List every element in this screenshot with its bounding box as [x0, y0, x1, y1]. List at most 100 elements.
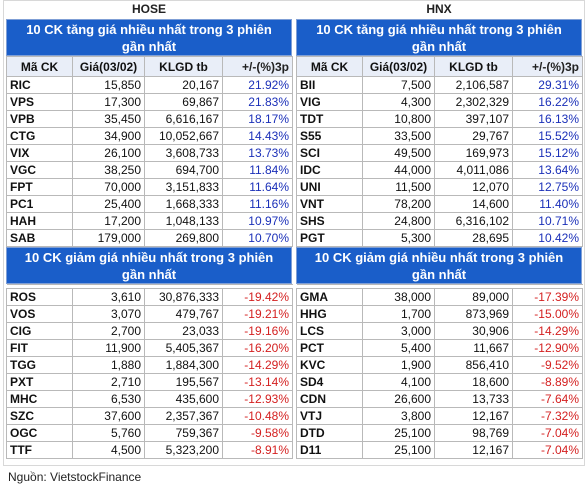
avg-volume: 98,769 [434, 424, 513, 442]
stock-code: HHG [296, 305, 363, 323]
pct-change: -9.52% [512, 356, 583, 374]
table-row: SD4 4,100 18,600 -8.89% [296, 373, 583, 391]
table-row: VTJ 3,800 12,167 -7.32% [296, 407, 583, 425]
hose-panel: HOSE 10 CK tăng giá nhiều nhất trong 3 p… [6, 0, 293, 459]
pct-change: 10.71% [512, 212, 583, 230]
hose-losers-title: 10 CK giảm giá nhiều nhất trong 3 phiên … [6, 247, 292, 284]
header-code: Mã CK [6, 56, 73, 77]
stock-code: S55 [296, 127, 363, 145]
price: 6,530 [72, 390, 145, 408]
pct-change: -12.93% [222, 390, 293, 408]
table-row: RIC 15,850 20,167 21.92% [6, 76, 293, 94]
stock-code: D11 [296, 441, 363, 459]
avg-volume: 11,667 [434, 339, 513, 357]
pct-change: 10.70% [222, 229, 293, 247]
stock-code: KVC [296, 356, 363, 374]
stock-code: DTD [296, 424, 363, 442]
hose-losers-table: ROS 3,610 30,876,333 -19.42% VOS 3,070 479,767… [6, 284, 293, 459]
pct-change: -19.16% [222, 322, 293, 340]
price: 17,200 [72, 212, 145, 230]
avg-volume: 856,410 [434, 356, 513, 374]
avg-volume: 5,323,200 [144, 441, 223, 459]
avg-volume: 6,616,167 [144, 110, 223, 128]
table-row: LCS 3,000 30,906 -14.29% [296, 322, 583, 340]
price: 34,900 [72, 127, 145, 145]
header-change: +/-(%)3p [222, 56, 293, 77]
price: 11,900 [72, 339, 145, 357]
table-row: DTD 25,100 98,769 -7.04% [296, 424, 583, 442]
table-row: UNI 11,500 12,070 12.75% [296, 178, 583, 196]
table-row: VIX 26,100 3,608,733 13.73% [6, 144, 293, 162]
avg-volume: 89,000 [434, 288, 513, 306]
price: 38,000 [362, 288, 435, 306]
pct-change: -9.58% [222, 424, 293, 442]
avg-volume: 2,302,329 [434, 93, 513, 111]
pct-change: 18.17% [222, 110, 293, 128]
stock-code: FPT [6, 178, 73, 196]
avg-volume: 30,876,333 [144, 288, 223, 306]
stock-code: VIG [296, 93, 363, 111]
pct-change: -13.14% [222, 373, 293, 391]
table-row: SCI 49,500 169,973 15.12% [296, 144, 583, 162]
stock-code: LCS [296, 322, 363, 340]
avg-volume: 759,367 [144, 424, 223, 442]
hose-gainers-title: 10 CK tăng giá nhiều nhất trong 3 phiên … [6, 19, 292, 56]
stock-code: PGT [296, 229, 363, 247]
stock-code: BII [296, 76, 363, 94]
pct-change: 10.97% [222, 212, 293, 230]
price: 179,000 [72, 229, 145, 247]
stock-code: IDC [296, 161, 363, 179]
table-row: PXT 2,710 195,567 -13.14% [6, 373, 293, 391]
header-change: +/-(%)3p [512, 56, 583, 77]
avg-volume: 397,107 [434, 110, 513, 128]
table-row: IDC 44,000 4,011,086 13.64% [296, 161, 583, 179]
avg-volume: 10,052,667 [144, 127, 223, 145]
avg-volume: 694,700 [144, 161, 223, 179]
stock-code: ROS [6, 288, 73, 306]
stock-code: FIT [6, 339, 73, 357]
stock-code: TGG [6, 356, 73, 374]
avg-volume: 269,800 [144, 229, 223, 247]
price: 3,800 [362, 407, 435, 425]
price: 4,500 [72, 441, 145, 459]
stock-code: HAH [6, 212, 73, 230]
stock-code: CTG [6, 127, 73, 145]
stock-code: UNI [296, 178, 363, 196]
avg-volume: 18,600 [434, 373, 513, 391]
table-row: TGG 1,880 1,884,300 -14.29% [6, 356, 293, 374]
avg-volume: 69,867 [144, 93, 223, 111]
price: 11,500 [362, 178, 435, 196]
price: 35,450 [72, 110, 145, 128]
table-row: S55 33,500 29,767 15.52% [296, 127, 583, 145]
price: 5,300 [362, 229, 435, 247]
hnx-panel: HNX 10 CK tăng giá nhiều nhất trong 3 ph… [296, 0, 583, 459]
stock-code: CIG [6, 322, 73, 340]
hnx-losers-title: 10 CK giảm giá nhiều nhất trong 3 phiên … [296, 247, 582, 284]
stock-code: VGC [6, 161, 73, 179]
pct-change: -7.32% [512, 407, 583, 425]
stock-code: TDT [296, 110, 363, 128]
price: 3,070 [72, 305, 145, 323]
exchange-label-hose: HOSE [131, 2, 166, 16]
table-row: SAB 179,000 269,800 10.70% [6, 229, 293, 247]
table-row: MHC 6,530 435,600 -12.93% [6, 390, 293, 408]
price: 4,300 [362, 93, 435, 111]
avg-volume: 12,167 [434, 441, 513, 459]
stock-code: SZC [6, 407, 73, 425]
price: 26,100 [72, 144, 145, 162]
avg-volume: 1,884,300 [144, 356, 223, 374]
pct-change: -7.04% [512, 424, 583, 442]
table-row: CTG 34,900 10,052,667 14.43% [6, 127, 293, 145]
table-row: VIG 4,300 2,302,329 16.22% [296, 93, 583, 111]
pct-change: -7.64% [512, 390, 583, 408]
pct-change: -19.21% [222, 305, 293, 323]
avg-volume: 28,695 [434, 229, 513, 247]
table-row: FPT 70,000 3,151,833 11.64% [6, 178, 293, 196]
price: 10,800 [362, 110, 435, 128]
avg-volume: 29,767 [434, 127, 513, 145]
avg-volume: 23,033 [144, 322, 223, 340]
header-row: Mã CK Giá(03/02) KLGD tb +/-(%)3p [6, 56, 293, 77]
table-row: TDT 10,800 397,107 16.13% [296, 110, 583, 128]
pct-change: 13.73% [222, 144, 293, 162]
pct-change: 21.92% [222, 76, 293, 94]
